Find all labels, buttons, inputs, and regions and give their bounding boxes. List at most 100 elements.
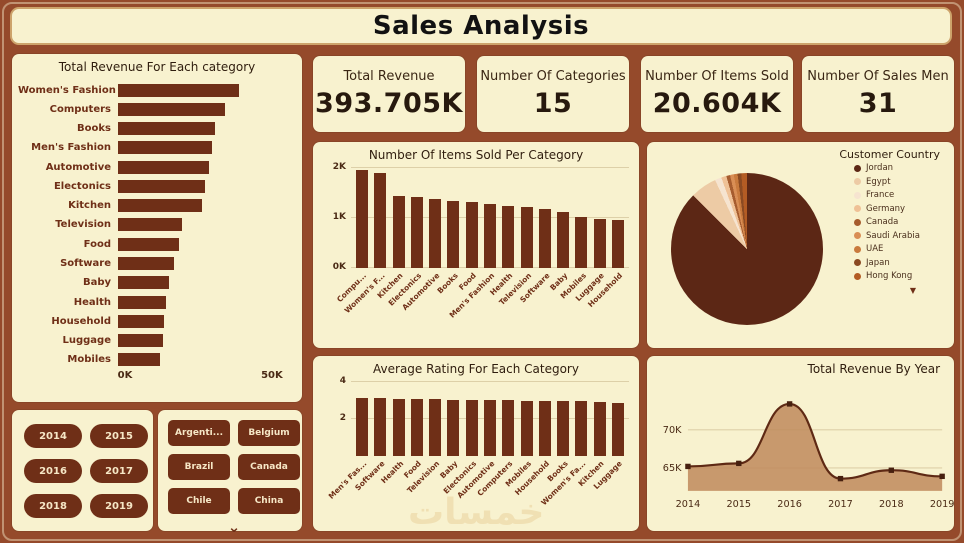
bar[interactable]: [118, 102, 225, 116]
bar[interactable]: [447, 201, 460, 268]
category-label: Baby: [82, 277, 111, 289]
data-point-marker[interactable]: [939, 473, 945, 480]
year-button-2019[interactable]: 2019: [90, 494, 148, 518]
bar[interactable]: [429, 199, 442, 268]
bar[interactable]: [557, 212, 570, 268]
year-button-2014[interactable]: 2014: [24, 424, 82, 448]
revenue-by-category-panel: Total Revenue For Each category Women's …: [12, 54, 302, 402]
pie-chart[interactable]: [671, 173, 823, 325]
bar[interactable]: [356, 397, 369, 456]
bar[interactable]: [118, 334, 163, 348]
legend-scroll-down-icon[interactable]: ▼: [909, 285, 916, 295]
legend-item[interactable]: Germany: [854, 204, 946, 214]
bar[interactable]: [374, 398, 387, 456]
bar[interactable]: [118, 122, 215, 136]
bar-track: [118, 179, 292, 193]
bar[interactable]: [557, 401, 570, 456]
legend-dot: [854, 259, 861, 266]
bar-cell: [390, 168, 408, 268]
bar-cell: [536, 168, 554, 268]
data-point-marker[interactable]: [736, 460, 742, 467]
bar[interactable]: [118, 199, 202, 213]
chevron-down-icon[interactable]: ⌄: [227, 518, 241, 536]
bar[interactable]: [118, 257, 175, 271]
bar-cell: [499, 382, 517, 456]
bar[interactable]: [538, 400, 551, 456]
bar[interactable]: [118, 218, 182, 232]
bar[interactable]: [483, 400, 497, 456]
bar[interactable]: [593, 401, 606, 456]
legend-item[interactable]: Egypt: [854, 177, 946, 187]
legend-item[interactable]: Hong Kong: [854, 271, 946, 281]
year-button-2018[interactable]: 2018: [24, 494, 82, 518]
bar[interactable]: [611, 402, 624, 456]
category-label-cell: Baby: [548, 268, 572, 338]
country-button-argentina[interactable]: Argenti...: [168, 420, 230, 446]
legend-item[interactable]: UAE: [854, 244, 946, 254]
legend-item[interactable]: Jordan: [854, 163, 946, 173]
data-point-marker[interactable]: [888, 467, 895, 473]
bar[interactable]: [118, 83, 240, 97]
revenue-by-year-area-chart[interactable]: 65K 70K 2014 2015 2016 2017 2018 2019: [647, 378, 954, 525]
bar[interactable]: [118, 314, 165, 328]
bar[interactable]: [118, 353, 160, 367]
year-button-2015[interactable]: 2015: [90, 424, 148, 448]
bar[interactable]: [410, 197, 423, 268]
bar-cell: [390, 382, 408, 456]
bar[interactable]: [410, 399, 423, 456]
bar-row: Television: [18, 217, 292, 233]
country-button-belgium[interactable]: Belgium: [238, 420, 300, 446]
legend-item[interactable]: Saudi Arabia: [854, 231, 946, 241]
category-label-cell: Women's F...: [343, 268, 389, 338]
axis-tick-label: 70K: [663, 425, 682, 436]
legend-item[interactable]: Canada: [854, 217, 946, 227]
bar[interactable]: [118, 160, 209, 174]
bar[interactable]: [465, 202, 478, 268]
bar[interactable]: [118, 295, 166, 309]
bar[interactable]: [465, 399, 478, 456]
legend-item[interactable]: Japan: [854, 258, 946, 268]
bar-track: [118, 141, 292, 155]
year-button-2016[interactable]: 2016: [24, 459, 82, 483]
bar[interactable]: [356, 169, 369, 268]
country-button-chile[interactable]: Chile: [168, 488, 230, 514]
country-button-canada[interactable]: Canada: [238, 454, 300, 480]
kpi-value: 15: [533, 88, 573, 119]
bar[interactable]: [575, 401, 588, 456]
bar[interactable]: [520, 207, 533, 268]
chart-title: Number Of Items Sold Per Category: [368, 148, 584, 162]
bar[interactable]: [538, 209, 551, 268]
bar[interactable]: [118, 141, 212, 155]
bar[interactable]: [575, 216, 588, 268]
data-point-marker[interactable]: [786, 401, 793, 407]
country-button-china[interactable]: China: [238, 488, 300, 514]
bar[interactable]: [502, 400, 515, 456]
bar[interactable]: [611, 220, 624, 268]
bar[interactable]: [392, 398, 405, 456]
legend-dot: [854, 164, 861, 172]
bar[interactable]: [593, 219, 606, 268]
bar[interactable]: [429, 399, 442, 456]
bar[interactable]: [118, 179, 205, 193]
year-button-2017[interactable]: 2017: [90, 459, 148, 483]
bar[interactable]: [520, 400, 533, 456]
data-point-marker[interactable]: [685, 463, 691, 470]
bar[interactable]: [118, 276, 169, 290]
bar-cell: [517, 382, 535, 456]
bar[interactable]: [483, 204, 497, 268]
bar-row: Men's Fashion: [18, 140, 292, 156]
bar[interactable]: [502, 205, 515, 268]
bar-track: [118, 353, 292, 367]
bar[interactable]: [447, 399, 460, 456]
bar-cell: [426, 168, 444, 268]
legend-item[interactable]: France: [854, 190, 946, 200]
data-point-marker[interactable]: [837, 475, 844, 482]
bar[interactable]: [392, 195, 405, 268]
country-button-brazil[interactable]: Brazil: [168, 454, 230, 480]
bar[interactable]: [118, 237, 179, 251]
bar-cell: [609, 168, 627, 268]
bar-track: [118, 83, 292, 97]
bar[interactable]: [374, 173, 387, 268]
kpi-value: 393.705K: [315, 88, 463, 119]
